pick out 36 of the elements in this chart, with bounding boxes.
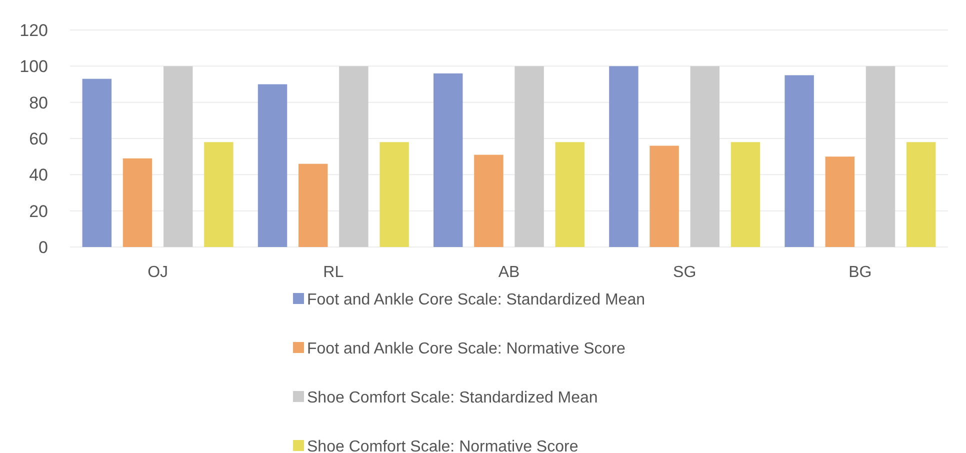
x-tick-label: AB [498,264,520,281]
bar [514,66,544,247]
bar [825,156,855,247]
y-tick-label: 60 [29,129,48,148]
bar [784,75,814,247]
bar [690,66,720,247]
y-tick-label: 20 [29,202,48,221]
legend-label: Shoe Comfort Scale: Standardized Mean [307,390,598,407]
bar [339,66,368,247]
legend-label: Foot and Ankle Core Scale: Standardized Mean [307,292,645,309]
y-tick-label: 120 [20,20,48,40]
bar [163,66,193,247]
bar [866,66,896,247]
y-tick-label: 80 [29,93,48,112]
bar [122,158,152,247]
legend-label: Foot and Ankle Core Scale: Normative Score [307,340,626,358]
x-tick-label: OJ [148,264,168,281]
bar [555,142,585,247]
bar [298,164,328,247]
x-tick-label: RL [323,264,344,281]
bar [380,142,409,247]
bar [433,73,463,247]
bar [474,154,504,247]
bar [258,84,288,247]
x-tick-label: SG [673,264,696,281]
bar [650,146,679,247]
bar [204,142,234,247]
bar [730,142,760,247]
bar [609,66,638,247]
y-tick-label: 100 [20,57,48,76]
bar [82,78,112,247]
y-tick-label: 0 [38,238,48,257]
x-tick-label: BG [848,264,872,281]
y-tick-label: 40 [29,166,48,185]
legend-label: Shoe Comfort Scale: Normative Score [307,438,578,453]
bar [906,142,936,247]
